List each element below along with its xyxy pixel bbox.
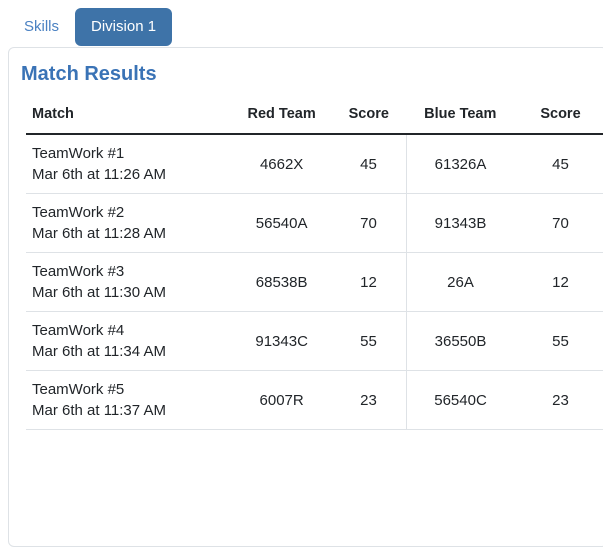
match-name: TeamWork #1 xyxy=(32,145,125,162)
red-team-cell: 68538B xyxy=(232,252,332,312)
red-score-cell: 70 xyxy=(331,193,407,253)
match-results-table-wrap: Match Red Team Score Blue Team Score Tea… xyxy=(9,96,603,430)
blue-team-cell: 26A xyxy=(406,252,515,312)
column-header-red-score: Score xyxy=(331,96,407,135)
match-time: Mar 6th at 11:30 AM xyxy=(32,284,166,301)
column-header-blue-team: Blue Team xyxy=(406,96,515,135)
blue-score-cell: 12 xyxy=(514,252,603,312)
match-name: TeamWork #5 xyxy=(32,381,125,398)
match-row: TeamWork #1 Mar 6th at 11:26 AM 4662X 45… xyxy=(26,134,603,194)
blue-team-cell: 56540C xyxy=(406,370,515,430)
red-team-cell: 91343C xyxy=(232,311,332,371)
tab-division-1[interactable]: Division 1 xyxy=(75,8,173,46)
blue-score-cell: 55 xyxy=(514,311,603,371)
match-name: TeamWork #2 xyxy=(32,204,125,221)
match-cell: TeamWork #3 Mar 6th at 11:30 AM xyxy=(26,252,233,312)
red-team-cell: 6007R xyxy=(232,370,332,430)
blue-team-cell: 36550B xyxy=(406,311,515,371)
red-team-cell: 56540A xyxy=(232,193,332,253)
match-time: Mar 6th at 11:37 AM xyxy=(32,402,166,419)
match-row: TeamWork #2 Mar 6th at 11:28 AM 56540A 7… xyxy=(26,193,603,253)
tab-bar: Skills Division 1 xyxy=(0,0,603,46)
match-row: TeamWork #4 Mar 6th at 11:34 AM 91343C 5… xyxy=(26,311,603,371)
red-score-cell: 45 xyxy=(331,134,407,194)
blue-score-cell: 45 xyxy=(514,134,603,194)
match-time: Mar 6th at 11:28 AM xyxy=(32,225,166,242)
match-cell: TeamWork #2 Mar 6th at 11:28 AM xyxy=(26,193,233,253)
match-cell: TeamWork #4 Mar 6th at 11:34 AM xyxy=(26,311,233,371)
page-title: Match Results xyxy=(21,63,157,85)
blue-team-cell: 91343B xyxy=(406,193,515,253)
column-header-blue-score: Score xyxy=(514,96,603,135)
match-time: Mar 6th at 11:34 AM xyxy=(32,343,166,360)
blue-score-cell: 70 xyxy=(514,193,603,253)
column-header-match: Match xyxy=(26,96,233,135)
match-time: Mar 6th at 11:26 AM xyxy=(32,166,166,183)
table-header-row: Match Red Team Score Blue Team Score xyxy=(26,96,603,135)
red-score-cell: 23 xyxy=(331,370,407,430)
red-team-cell: 4662X xyxy=(232,134,332,194)
column-header-red-team: Red Team xyxy=(232,96,332,135)
match-name: TeamWork #4 xyxy=(32,322,125,339)
match-name: TeamWork #3 xyxy=(32,263,125,280)
match-cell: TeamWork #1 Mar 6th at 11:26 AM xyxy=(26,134,233,194)
match-row: TeamWork #3 Mar 6th at 11:30 AM 68538B 1… xyxy=(26,252,603,312)
match-results-table: Match Red Team Score Blue Team Score Tea… xyxy=(26,96,603,430)
red-score-cell: 55 xyxy=(331,311,407,371)
match-results-card: Match Results Match Red Team Score Blue … xyxy=(8,47,603,547)
blue-team-cell: 61326A xyxy=(406,134,515,194)
red-score-cell: 12 xyxy=(331,252,407,312)
match-row: TeamWork #5 Mar 6th at 11:37 AM 6007R 23… xyxy=(26,370,603,430)
match-cell: TeamWork #5 Mar 6th at 11:37 AM xyxy=(26,370,233,430)
blue-score-cell: 23 xyxy=(514,370,603,430)
tab-skills[interactable]: Skills xyxy=(24,18,60,35)
